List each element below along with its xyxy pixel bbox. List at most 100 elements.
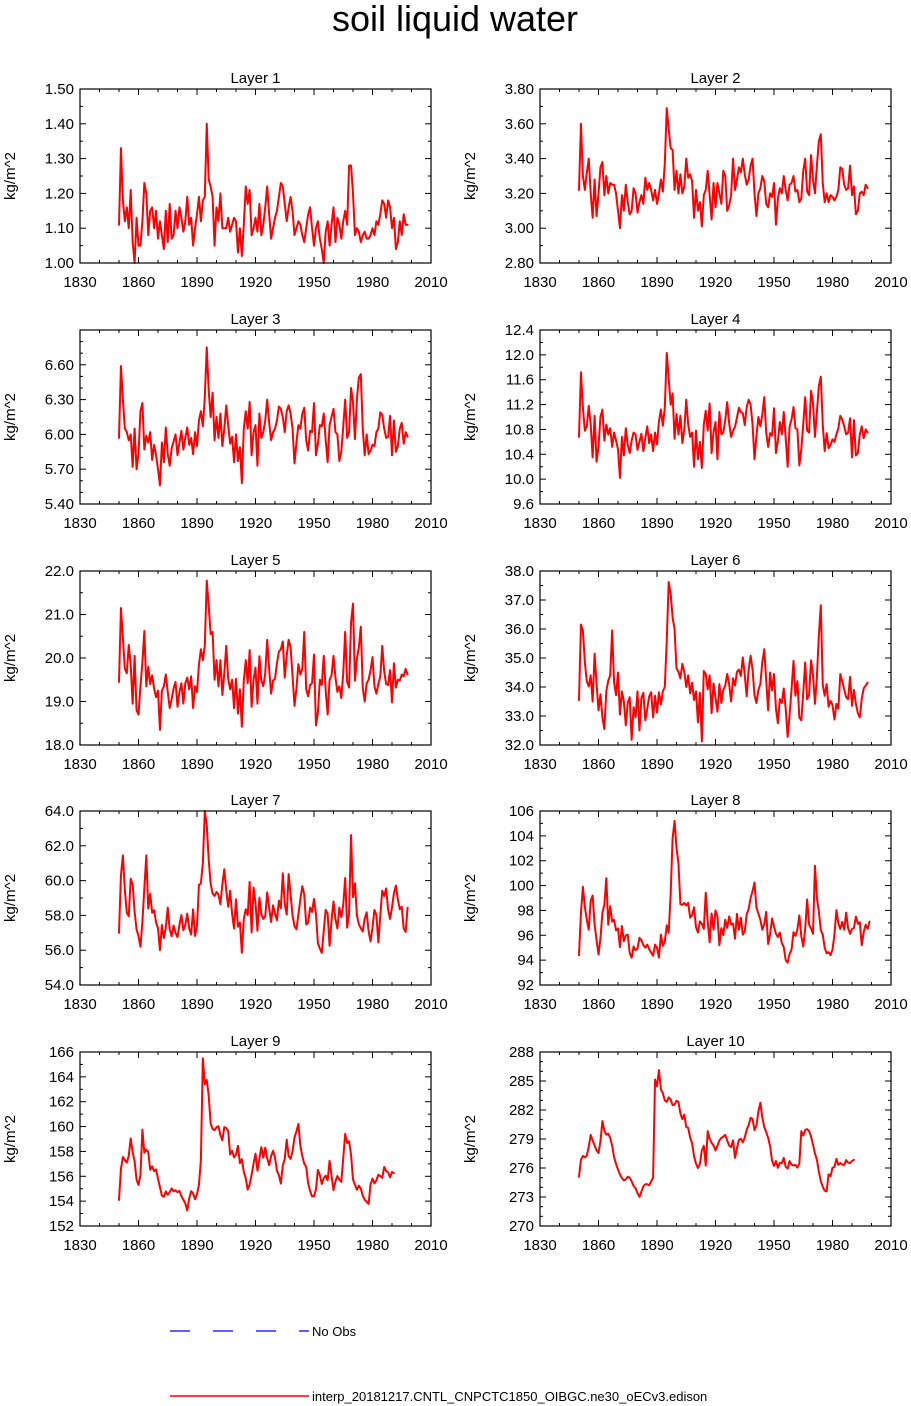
- x-tick-label: 1860: [582, 515, 615, 532]
- legend: No Obs interp_20181217.CNTL_CNPCTC1850_O…: [170, 1324, 707, 1404]
- y-axis-label: kg/m^2: [462, 634, 479, 682]
- panel-layer-5: Layer 5 kg/m^2 1830 1860 1890 1920 1950 1980 201…: [2, 552, 448, 773]
- x-tick-label: 1980: [816, 996, 849, 1013]
- legend-obs-label: No Obs: [312, 1324, 357, 1339]
- y-tick-label: 288: [509, 1044, 534, 1061]
- y-tick-label: 62.0: [45, 838, 74, 855]
- panel-title: Layer 9: [230, 1033, 280, 1050]
- x-tick-label: 1920: [699, 274, 732, 291]
- y-tick-label: 19.0: [45, 694, 74, 711]
- x-tick-label: 1980: [356, 756, 389, 773]
- x-tick-label: 2010: [414, 515, 447, 532]
- plot-frame: [79, 1051, 432, 1227]
- x-tick-label: 1860: [122, 756, 155, 773]
- y-tick-label: 3.20: [505, 185, 534, 202]
- legend-model-label: interp_20181217.CNTL_CNPCTC1850_OIBGC.ne…: [312, 1389, 707, 1404]
- series-line: [578, 1069, 855, 1198]
- y-tick-label: 276: [509, 1160, 534, 1177]
- y-axis-label: kg/m^2: [2, 874, 19, 922]
- y-tick-label: 6.00: [45, 426, 74, 443]
- x-tick-label: 1830: [63, 756, 96, 773]
- panel-title: Layer 5: [230, 552, 280, 569]
- x-tick-label: 2010: [874, 515, 907, 532]
- x-tick-label: 1920: [239, 1237, 272, 1254]
- x-tick-label: 1980: [356, 515, 389, 532]
- x-tick-label: 1950: [757, 1237, 790, 1254]
- y-tick-label: 10.0: [505, 471, 534, 488]
- x-axis-ticks: 1830 1860 1890 1920 1950 1980 2010: [63, 1052, 448, 1254]
- y-axis-ticks: 5.40 5.70 6.00 6.30 6.60: [45, 341, 431, 513]
- y-tick-label: 56.0: [45, 942, 74, 959]
- y-tick-label: 156: [49, 1168, 74, 1185]
- y-axis-label: kg/m^2: [462, 874, 479, 922]
- y-tick-label: 94: [517, 952, 534, 969]
- x-tick-label: 1860: [582, 996, 615, 1013]
- y-tick-label: 3.80: [505, 81, 534, 98]
- x-tick-label: 1950: [297, 756, 330, 773]
- x-tick-label: 1920: [699, 996, 732, 1013]
- y-tick-label: 282: [509, 1102, 534, 1119]
- panel-title: Layer 3: [230, 311, 280, 328]
- x-tick-label: 1830: [63, 996, 96, 1013]
- x-tick-label: 1980: [356, 274, 389, 291]
- x-axis-ticks: 1830 1860 1890 1920 1950 1980 2010: [523, 571, 908, 773]
- series-line: [118, 579, 409, 731]
- panel-layer-6: Layer 6 kg/m^2 1830 1860 1890 1920 1950 1980 201…: [462, 552, 908, 773]
- y-tick-label: 3.00: [505, 220, 534, 237]
- x-tick-label: 2010: [874, 996, 907, 1013]
- panel-layer-2: Layer 2 kg/m^2 1830 1860 1890 1920 1950 1980 201…: [462, 70, 908, 291]
- y-tick-label: 1.10: [45, 220, 74, 237]
- series-line: [118, 346, 409, 487]
- x-tick-label: 1860: [122, 996, 155, 1013]
- x-tick-label: 1950: [757, 515, 790, 532]
- plot-frame: [539, 1051, 892, 1227]
- y-axis-ticks: 32.0 33.0 34.0 35.0 36.0 37.0 38.0: [505, 563, 891, 754]
- y-axis-ticks: 1.00 1.10 1.20 1.30 1.40 1.50: [45, 81, 431, 272]
- x-tick-label: 1920: [699, 756, 732, 773]
- x-tick-label: 1890: [180, 274, 213, 291]
- x-tick-label: 1890: [180, 756, 213, 773]
- x-tick-label: 1890: [180, 515, 213, 532]
- x-tick-label: 1830: [63, 1237, 96, 1254]
- y-tick-label: 154: [49, 1193, 74, 1210]
- figure-title: soil liquid water: [332, 0, 578, 39]
- series-line: [578, 107, 869, 230]
- y-axis-label: kg/m^2: [462, 1115, 479, 1163]
- x-tick-label: 1830: [523, 274, 556, 291]
- y-tick-label: 1.50: [45, 81, 74, 98]
- panel-title: Layer 10: [686, 1033, 744, 1050]
- y-tick-label: 32.0: [505, 737, 534, 754]
- y-tick-label: 34.0: [505, 679, 534, 696]
- panel-layer-8: Layer 8 kg/m^2 1830 1860 1890 1920 1950 1980 201…: [462, 792, 908, 1013]
- x-tick-label: 1920: [239, 515, 272, 532]
- x-tick-label: 1980: [816, 515, 849, 532]
- x-tick-label: 1830: [523, 515, 556, 532]
- y-tick-label: 20.0: [45, 650, 74, 667]
- y-tick-label: 5.70: [45, 461, 74, 478]
- x-axis-ticks: 1830 1860 1890 1920 1950 1980 2010: [523, 89, 908, 291]
- y-tick-label: 9.6: [513, 496, 534, 513]
- panel-layer-4: Layer 4 kg/m^2 1830 1860 1890 1920 1950 1980 201…: [462, 311, 908, 532]
- y-tick-label: 102: [509, 853, 534, 870]
- x-tick-label: 2010: [874, 756, 907, 773]
- plot-frame: [539, 329, 892, 505]
- x-tick-label: 2010: [414, 1237, 447, 1254]
- x-tick-label: 1860: [122, 515, 155, 532]
- y-tick-label: 273: [509, 1189, 534, 1206]
- y-tick-label: 60.0: [45, 873, 74, 890]
- x-tick-label: 1950: [297, 515, 330, 532]
- plot-frame: [79, 810, 432, 986]
- series-line: [578, 819, 871, 964]
- x-tick-label: 1920: [699, 1237, 732, 1254]
- y-tick-label: 98: [517, 902, 534, 919]
- y-axis-label: kg/m^2: [2, 152, 19, 200]
- y-axis-label: kg/m^2: [462, 393, 479, 441]
- y-axis-label: kg/m^2: [2, 634, 19, 682]
- plot-frame: [539, 88, 892, 264]
- y-tick-label: 37.0: [505, 592, 534, 609]
- x-tick-label: 1950: [297, 996, 330, 1013]
- y-tick-label: 162: [49, 1094, 74, 1111]
- y-tick-label: 1.30: [45, 151, 74, 168]
- panel-title: Layer 8: [690, 792, 740, 809]
- y-tick-label: 158: [49, 1143, 74, 1160]
